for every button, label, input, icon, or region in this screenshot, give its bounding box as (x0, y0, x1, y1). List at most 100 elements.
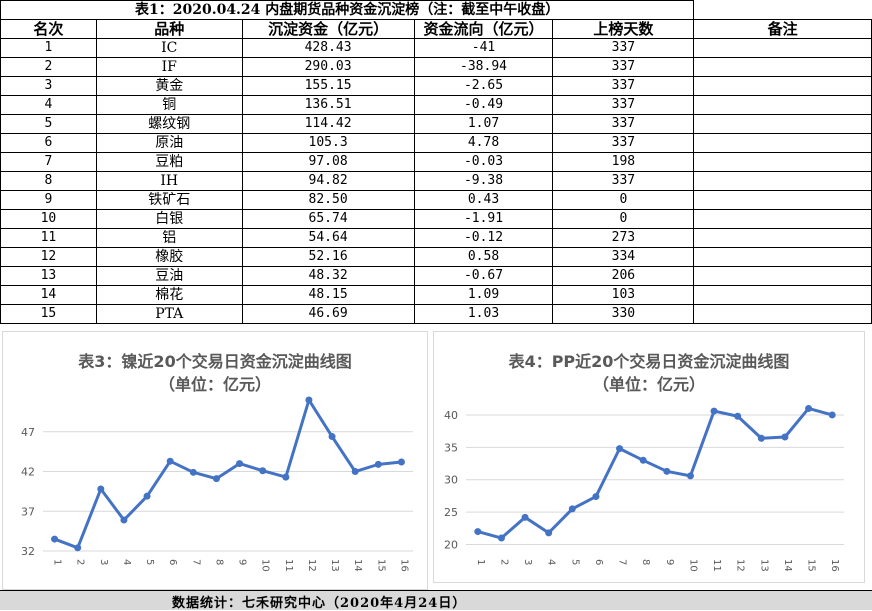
x-tick-label: 14 (782, 559, 793, 572)
x-tick-label: 12 (735, 559, 746, 572)
table-cell: 82.50 (241, 190, 415, 210)
x-tick-label: 6 (593, 559, 604, 565)
table-cell: 136.51 (241, 95, 415, 115)
table-row: 5 螺纹钢 114.42 1.07 337 (0, 114, 872, 134)
table-cell: 0 (552, 190, 695, 210)
table-title: 表1：2020.04.24 内盘期货品种资金沉淀榜（注：截至中午收盘） (0, 0, 695, 20)
table-row: 10 白银 65.74 -1.91 0 (0, 209, 872, 229)
table-cell: 337 (552, 114, 695, 134)
data-point (805, 404, 813, 412)
table-cell: -1.91 (413, 209, 554, 229)
table-cell: 114.42 (241, 114, 415, 134)
table-cell: 15 (0, 304, 97, 324)
table-cell: 337 (552, 171, 695, 191)
table-cell: 13 (0, 266, 97, 286)
table-cell: 5 (0, 114, 97, 134)
table-cell (693, 190, 872, 210)
table-cell: 豆粕 (95, 152, 243, 172)
table-cell: 1.09 (413, 285, 554, 305)
table-cell: 11 (0, 228, 97, 248)
table-cell (693, 304, 872, 324)
x-tick-label: 1 (475, 559, 486, 565)
x-tick-label: 6 (167, 559, 178, 565)
data-point (545, 529, 553, 537)
table-cell: 7 (0, 152, 97, 172)
data-point (51, 535, 59, 543)
table-cell (693, 57, 872, 77)
data-point (686, 472, 694, 480)
table-cell (693, 171, 872, 191)
chart-subtitle: （单位：亿元） (592, 375, 705, 394)
table-cell: 铁矿石 (95, 190, 243, 210)
data-point (734, 412, 742, 420)
x-tick-label: 4 (121, 559, 132, 565)
chart-title: 表3：镍近20个交易日资金沉淀曲线图 (78, 352, 352, 371)
data-point (497, 534, 505, 542)
table-cell: 铜 (95, 95, 243, 115)
table-cell: 原油 (95, 133, 243, 153)
table-cell: 4.78 (413, 133, 554, 153)
header-cell: 资金流向（亿元） (413, 19, 554, 39)
table-cell (693, 114, 872, 134)
table-cell: -0.03 (413, 152, 554, 172)
table-row: 3 黄金 155.15 -2.65 337 (0, 76, 872, 96)
table-cell: 棉花 (95, 285, 243, 305)
data-point (521, 513, 529, 521)
y-tick-label: 35 (444, 441, 458, 454)
x-tick-label: 8 (213, 559, 224, 565)
x-tick-label: 3 (522, 559, 533, 565)
table-cell: 46.69 (241, 304, 415, 324)
table-cell: 2 (0, 57, 97, 77)
data-point (282, 473, 290, 481)
x-tick-label: 9 (664, 559, 675, 565)
x-tick-label: 1 (52, 559, 63, 565)
table-cell: 103 (552, 285, 695, 305)
table-cell (693, 95, 872, 115)
table-cell: 428.43 (241, 38, 415, 58)
table-cell: 0.58 (413, 247, 554, 267)
table-cell: 0 (552, 209, 695, 229)
table-cell: 8 (0, 171, 97, 191)
table-cell (693, 152, 872, 172)
table-row: 13 豆油 48.32 -0.67 206 (0, 266, 872, 286)
series-line (477, 406, 833, 540)
data-point (474, 528, 482, 536)
table-cell: 273 (552, 228, 695, 248)
data-point (616, 445, 624, 453)
table-cell: 94.82 (241, 171, 415, 191)
footer-text: 数据统计：七禾研究中心（2020年4月24日） (172, 596, 467, 611)
table-cell: -0.12 (413, 228, 554, 248)
table-body: 1 IC 428.43 -41 337 2 IF 290.03 -38.94 337 3 黄金 155.… (0, 38, 872, 324)
table-cell: 6 (0, 133, 97, 153)
table-cell: -38.94 (413, 57, 554, 77)
x-tick-label: 7 (617, 559, 628, 565)
table-cell: 10 (0, 209, 97, 229)
x-tick-label: 4 (546, 559, 557, 565)
table-cell (693, 285, 872, 305)
table-cell: 4 (0, 95, 97, 115)
series-line (54, 398, 402, 550)
x-tick-label: 16 (398, 559, 409, 572)
table-cell: -2.65 (413, 76, 554, 96)
y-tick-label: 47 (21, 426, 35, 439)
data-point (328, 433, 336, 441)
header-cell: 上榜天数 (552, 19, 695, 39)
y-tick-label: 30 (444, 474, 458, 487)
data-point (663, 467, 671, 475)
data-point (374, 460, 382, 468)
x-tick-label: 11 (283, 559, 294, 572)
table-cell: 206 (552, 266, 695, 286)
table-cell: 12 (0, 247, 97, 267)
data-point (351, 468, 359, 476)
table-cell: 97.08 (241, 152, 415, 172)
table-cell: PTA (95, 304, 243, 324)
table-cell: 橡胶 (95, 247, 243, 267)
table-cell: IF (95, 57, 243, 77)
x-tick-label: 10 (687, 559, 698, 572)
table-cell: 52.16 (241, 247, 415, 267)
data-point (568, 505, 576, 513)
table-cell: 337 (552, 133, 695, 153)
table-row: 1 IC 428.43 -41 337 (0, 38, 872, 58)
